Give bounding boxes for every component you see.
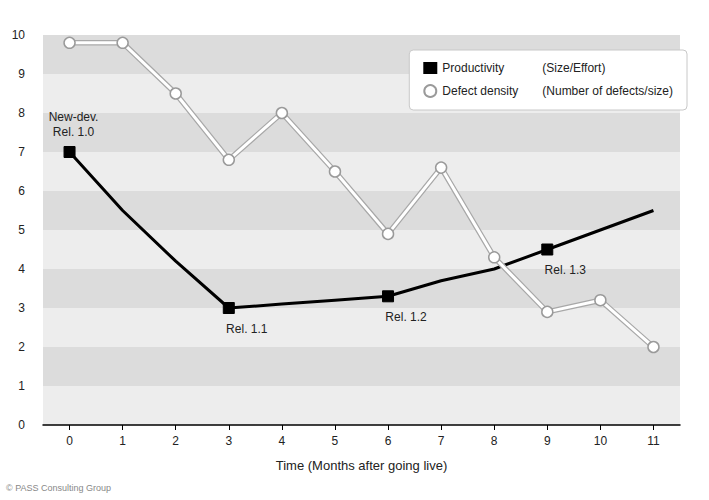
svg-text:4: 4: [18, 262, 25, 276]
svg-text:5: 5: [332, 434, 339, 448]
svg-text:Rel. 1.0: Rel. 1.0: [53, 125, 95, 139]
svg-text:(Number of defects/size): (Number of defects/size): [542, 84, 673, 98]
svg-text:3: 3: [225, 434, 232, 448]
svg-text:1: 1: [119, 434, 126, 448]
svg-text:7: 7: [438, 434, 445, 448]
svg-text:0: 0: [18, 418, 25, 432]
svg-text:7: 7: [18, 145, 25, 159]
svg-text:2: 2: [172, 434, 179, 448]
svg-text:8: 8: [491, 434, 498, 448]
svg-text:Defect density: Defect density: [442, 84, 518, 98]
svg-text:4: 4: [279, 434, 286, 448]
svg-text:9: 9: [18, 67, 25, 81]
svg-text:(Size/Effort): (Size/Effort): [542, 61, 605, 75]
svg-text:© PASS Consulting Group: © PASS Consulting Group: [6, 483, 111, 493]
svg-text:10: 10: [12, 28, 26, 42]
svg-text:3: 3: [18, 301, 25, 315]
svg-text:6: 6: [385, 434, 392, 448]
svg-text:New-dev.: New-dev.: [49, 110, 99, 124]
svg-text:Time (Months after going live): Time (Months after going live): [276, 458, 447, 473]
svg-text:6: 6: [18, 184, 25, 198]
svg-text:8: 8: [18, 106, 25, 120]
svg-text:9: 9: [544, 434, 551, 448]
svg-text:Rel. 1.1: Rel. 1.1: [226, 322, 268, 336]
svg-text:11: 11: [647, 434, 660, 448]
svg-text:10: 10: [594, 434, 608, 448]
svg-text:Productivity: Productivity: [442, 61, 504, 75]
svg-text:5: 5: [18, 223, 25, 237]
svg-text:Rel. 1.3: Rel. 1.3: [545, 263, 587, 277]
svg-text:1: 1: [18, 379, 25, 393]
svg-text:2: 2: [18, 340, 25, 354]
svg-text:0: 0: [66, 434, 73, 448]
svg-text:Rel. 1.2: Rel. 1.2: [385, 310, 427, 324]
